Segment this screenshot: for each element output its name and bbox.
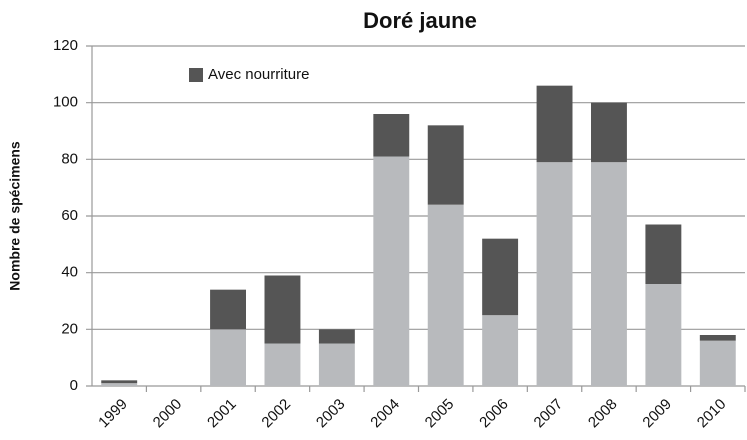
x-tick-label: 2000	[150, 396, 186, 432]
bar-segment	[101, 383, 138, 386]
chart-title: Doré jaune	[363, 8, 477, 33]
x-tick-label: 2010	[694, 396, 730, 432]
x-tick-label: 2005	[422, 396, 458, 432]
bar-segment	[318, 343, 355, 386]
x-tick-label: 2004	[367, 396, 403, 432]
y-tick-label: 120	[53, 37, 78, 54]
x-tick-label: 2003	[313, 396, 349, 432]
bar-segment	[591, 102, 627, 163]
bar-segment	[210, 329, 246, 386]
y-tick-label: 80	[61, 150, 78, 167]
bar-segment	[264, 275, 301, 344]
x-tick-label: 2008	[585, 396, 621, 432]
bar-segment	[210, 289, 246, 330]
bar-segment	[645, 284, 682, 386]
y-tick-label: 40	[61, 264, 78, 281]
bar-segment	[264, 343, 301, 386]
bar-segment	[482, 238, 519, 316]
bar-segment	[373, 156, 410, 386]
legend-label: Avec nourriture	[208, 66, 309, 83]
bar-segment	[101, 380, 138, 384]
x-tick-label: 2002	[258, 396, 294, 432]
y-axis-label: Nombre de spécimens	[7, 141, 23, 291]
bar-segment	[427, 125, 464, 205]
bar-segment	[427, 204, 464, 386]
x-tick-label: 1999	[95, 396, 131, 432]
bar-segment	[536, 85, 573, 163]
x-tick-label: 2006	[476, 396, 512, 432]
x-tick-label: 2001	[204, 396, 240, 432]
legend-swatch	[189, 68, 203, 82]
y-tick-label: 100	[53, 94, 78, 111]
bar-segment	[536, 162, 573, 386]
y-tick-label: 20	[61, 320, 78, 337]
bar-segment	[373, 114, 410, 157]
bar-segment	[591, 162, 627, 386]
bar-segment	[318, 329, 355, 344]
bar-segment	[699, 340, 736, 386]
x-tick-label: 2009	[639, 396, 675, 432]
y-tick-label: 60	[61, 207, 78, 224]
bar-segment	[699, 335, 736, 341]
bar-segment	[482, 315, 519, 386]
bar-segment	[645, 224, 682, 284]
x-tick-label: 2007	[531, 396, 567, 432]
y-tick-label: 0	[70, 377, 78, 394]
